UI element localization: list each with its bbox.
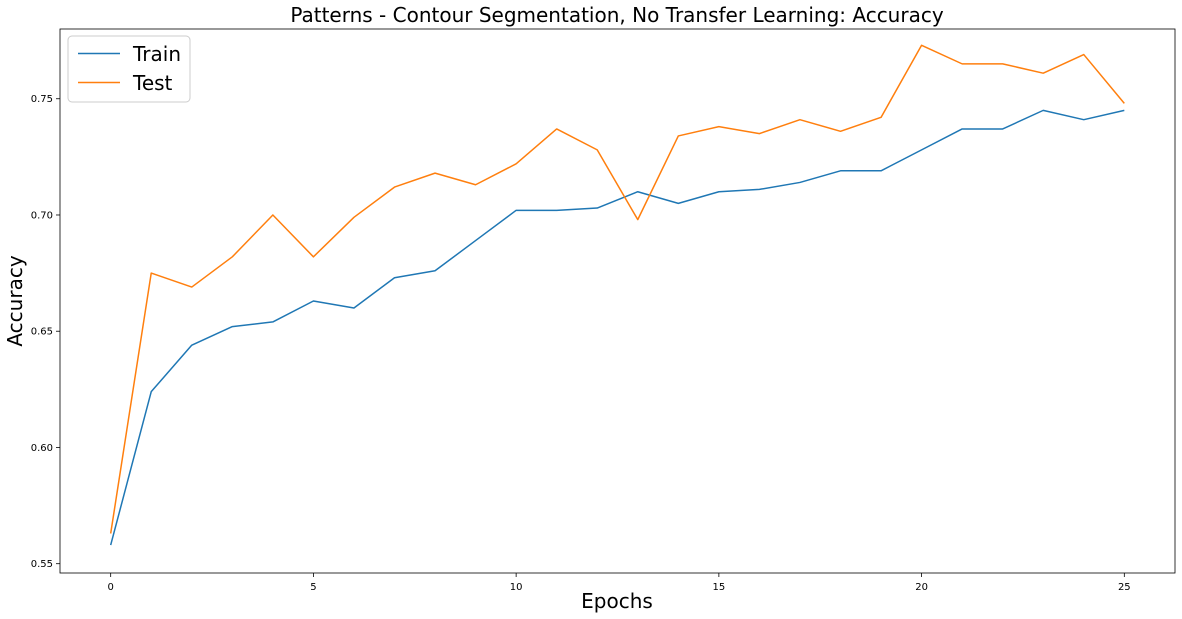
legend-box: [67, 35, 191, 103]
plot-frame: [59, 28, 1176, 574]
plot-lines: [109, 44, 1125, 546]
x-tick-label: 10: [510, 582, 523, 593]
legend: Train Test: [67, 35, 191, 103]
series-line-test: [109, 44, 1125, 534]
legend-label-train: Train: [132, 42, 181, 66]
x-axis-title: Epochs: [581, 589, 653, 613]
series-line-train: [109, 109, 1125, 546]
x-tick-label: 15: [712, 582, 725, 593]
x-tick-label: 25: [1118, 582, 1131, 593]
x-tick-label: 5: [310, 582, 316, 593]
y-axis: 0.55 0.60 0.65 0.70 0.75: [31, 94, 60, 570]
x-tick-label: 0: [107, 582, 113, 593]
y-tick-label: 0.70: [31, 210, 53, 221]
y-tick-label: 0.60: [31, 443, 53, 454]
y-tick-label: 0.65: [31, 327, 53, 338]
legend-label-test: Test: [132, 71, 173, 95]
x-tick-label: 20: [915, 582, 928, 593]
y-axis-title: Accuracy: [3, 255, 27, 346]
chart-title: Patterns - Contour Segmentation, No Tran…: [290, 3, 944, 27]
x-axis: 0 5 10 15 20 25: [107, 573, 1131, 593]
y-tick-label: 0.55: [31, 559, 53, 570]
y-tick-label: 0.75: [31, 94, 53, 105]
